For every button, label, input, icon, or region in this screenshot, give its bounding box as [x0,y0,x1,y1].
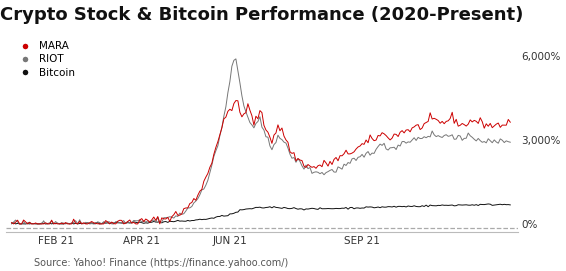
Text: Source: Yahoo! Finance (https://finance.yahoo.com/): Source: Yahoo! Finance (https://finance.… [34,258,288,268]
Title: Crypto Stock & Bitcoin Performance (2020-Present): Crypto Stock & Bitcoin Performance (2020… [0,6,524,24]
Legend: MARA, RIOT, Bitcoin: MARA, RIOT, Bitcoin [11,37,79,82]
